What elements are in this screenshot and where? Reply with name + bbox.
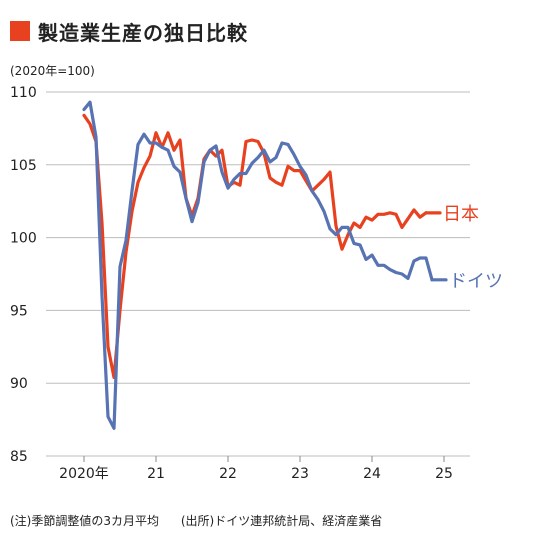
series-line-0: [82, 113, 428, 379]
unit-note: (2020年=100): [10, 64, 95, 78]
x-tick-label: 23: [291, 466, 309, 482]
y-tick-label: 90: [10, 376, 28, 392]
chart-footer: (注)季節調整値の3カ月平均 (出所)ドイツ連邦統計局、経済産業省: [10, 512, 382, 529]
y-tick-label: 85: [10, 449, 28, 465]
chart-title-text: 製造業生産の独日比較: [38, 20, 248, 45]
x-tick-label: 25: [435, 466, 453, 482]
title-marker-icon: [10, 21, 30, 41]
y-tick-label: 110: [10, 85, 37, 101]
x-tick-label: 24: [363, 466, 381, 482]
series-line-1: [82, 100, 434, 430]
x-tick-label: 22: [219, 466, 237, 482]
footer-note: (注)季節調整値の3カ月平均: [10, 514, 159, 528]
y-tick-label: 95: [10, 303, 28, 319]
y-tick-label: 105: [10, 158, 37, 174]
y-tick-label: 100: [10, 231, 37, 247]
x-tick-label: 21: [147, 466, 165, 482]
series-label-1: ドイツ: [449, 271, 503, 292]
series-label-0: 日本: [443, 204, 479, 225]
chart-title: 製造業生産の独日比較: [10, 14, 248, 48]
x-tick-label: 2020年: [59, 466, 109, 482]
footer-source: (出所)ドイツ連邦統計局、経済産業省: [180, 514, 383, 528]
